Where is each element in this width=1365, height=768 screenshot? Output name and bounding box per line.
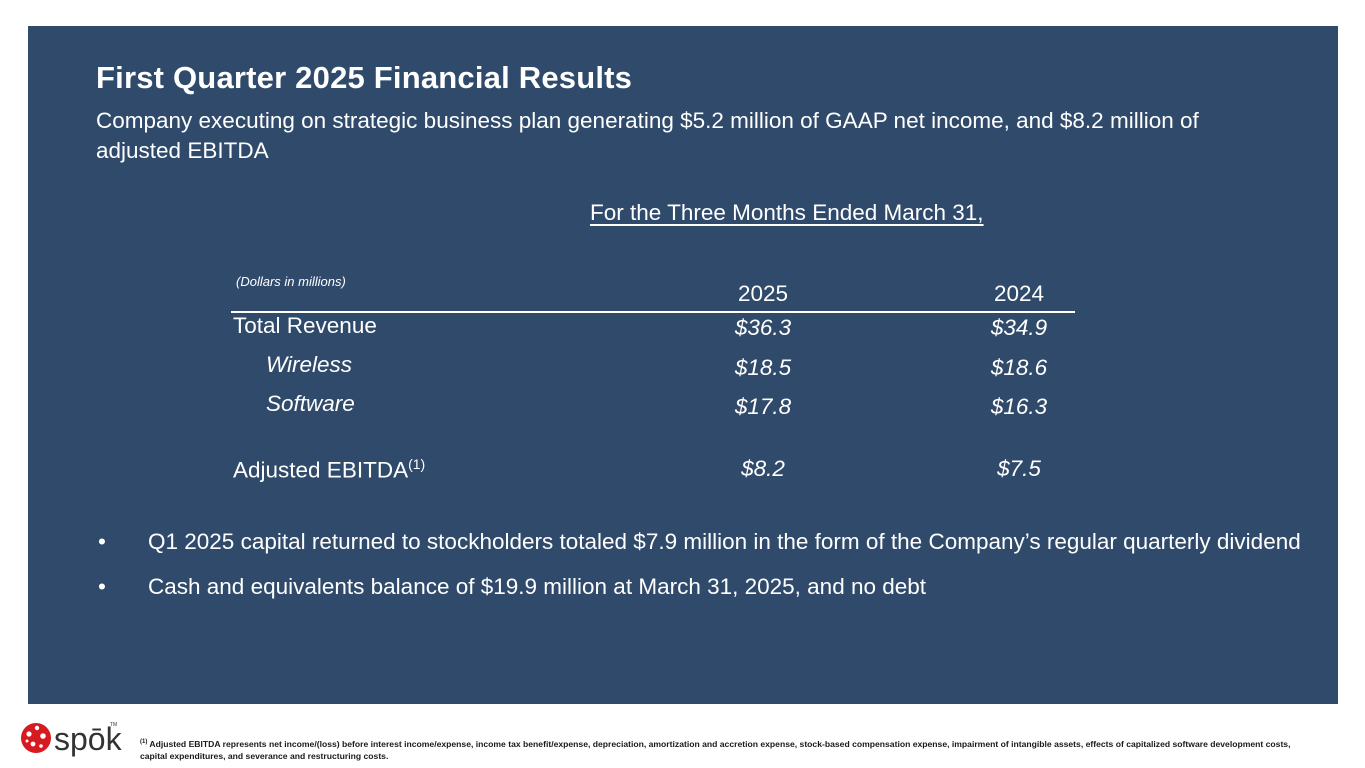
bullet-text: Cash and equivalents balance of $19.9 mi… (148, 574, 927, 599)
slide-panel: First Quarter 2025 Financial Results Com… (28, 26, 1338, 704)
slide-subtitle: Company executing on strategic business … (96, 108, 1199, 163)
bullet-dot: • (98, 529, 106, 554)
row-label-wireless: Wireless (266, 352, 353, 377)
footnote: (1) Adjusted EBITDA represents net incom… (140, 736, 1300, 763)
spok-logo: spōk TM (18, 714, 128, 762)
row-label-total-revenue: Total Revenue (233, 313, 377, 338)
value-total-revenue-2024: $34.9 (990, 315, 1048, 340)
bullet-text: Q1 2025 capital returned to stockholders… (148, 529, 1301, 554)
footnote-text: Adjusted EBITDA represents net income/(l… (140, 738, 1291, 762)
adjusted-ebitda-label-text: Adjusted EBITDA (233, 457, 409, 483)
bullet-item: • Q1 2025 capital returned to stockholde… (98, 524, 1318, 559)
logo-wordmark: spōk (54, 721, 123, 757)
globe-icon (21, 723, 51, 753)
spok-logo-mark: spōk TM (21, 721, 123, 757)
bullet-list: • Q1 2025 capital returned to stockholde… (98, 524, 1318, 614)
value-software-2024: $16.3 (990, 394, 1048, 419)
footer: spōk TM (1) Adjusted EBITDA represents n… (0, 704, 1365, 768)
row-label-software: Software (266, 391, 355, 416)
year-header-2024: 2024 (993, 281, 1045, 306)
value-adjusted-ebitda-2024: $7.5 (997, 456, 1041, 481)
header-divider (231, 311, 1075, 313)
slide-title: First Quarter 2025 Financial Results (96, 60, 633, 95)
units-note: (Dollars in millions) (236, 274, 346, 289)
value-wireless-2025: $18.5 (734, 355, 792, 380)
value-total-revenue-2025: $36.3 (734, 315, 792, 340)
year-header-2025: 2025 (737, 281, 789, 306)
footnote-marker: (1) (408, 456, 426, 472)
value-wireless-2024: $18.6 (990, 355, 1048, 380)
value-software-2025: $17.8 (734, 394, 792, 419)
footnote-number: (1) (140, 739, 148, 745)
bullet-dot: • (98, 574, 106, 599)
value-adjusted-ebitda-2025: $8.2 (741, 456, 785, 481)
row-label-adjusted-ebitda: Adjusted EBITDA(1) (233, 456, 425, 484)
logo-trademark: TM (110, 722, 117, 728)
period-header: For the Three Months Ended March 31, (590, 200, 984, 225)
bullet-item: • Cash and equivalents balance of $19.9 … (98, 569, 1318, 604)
